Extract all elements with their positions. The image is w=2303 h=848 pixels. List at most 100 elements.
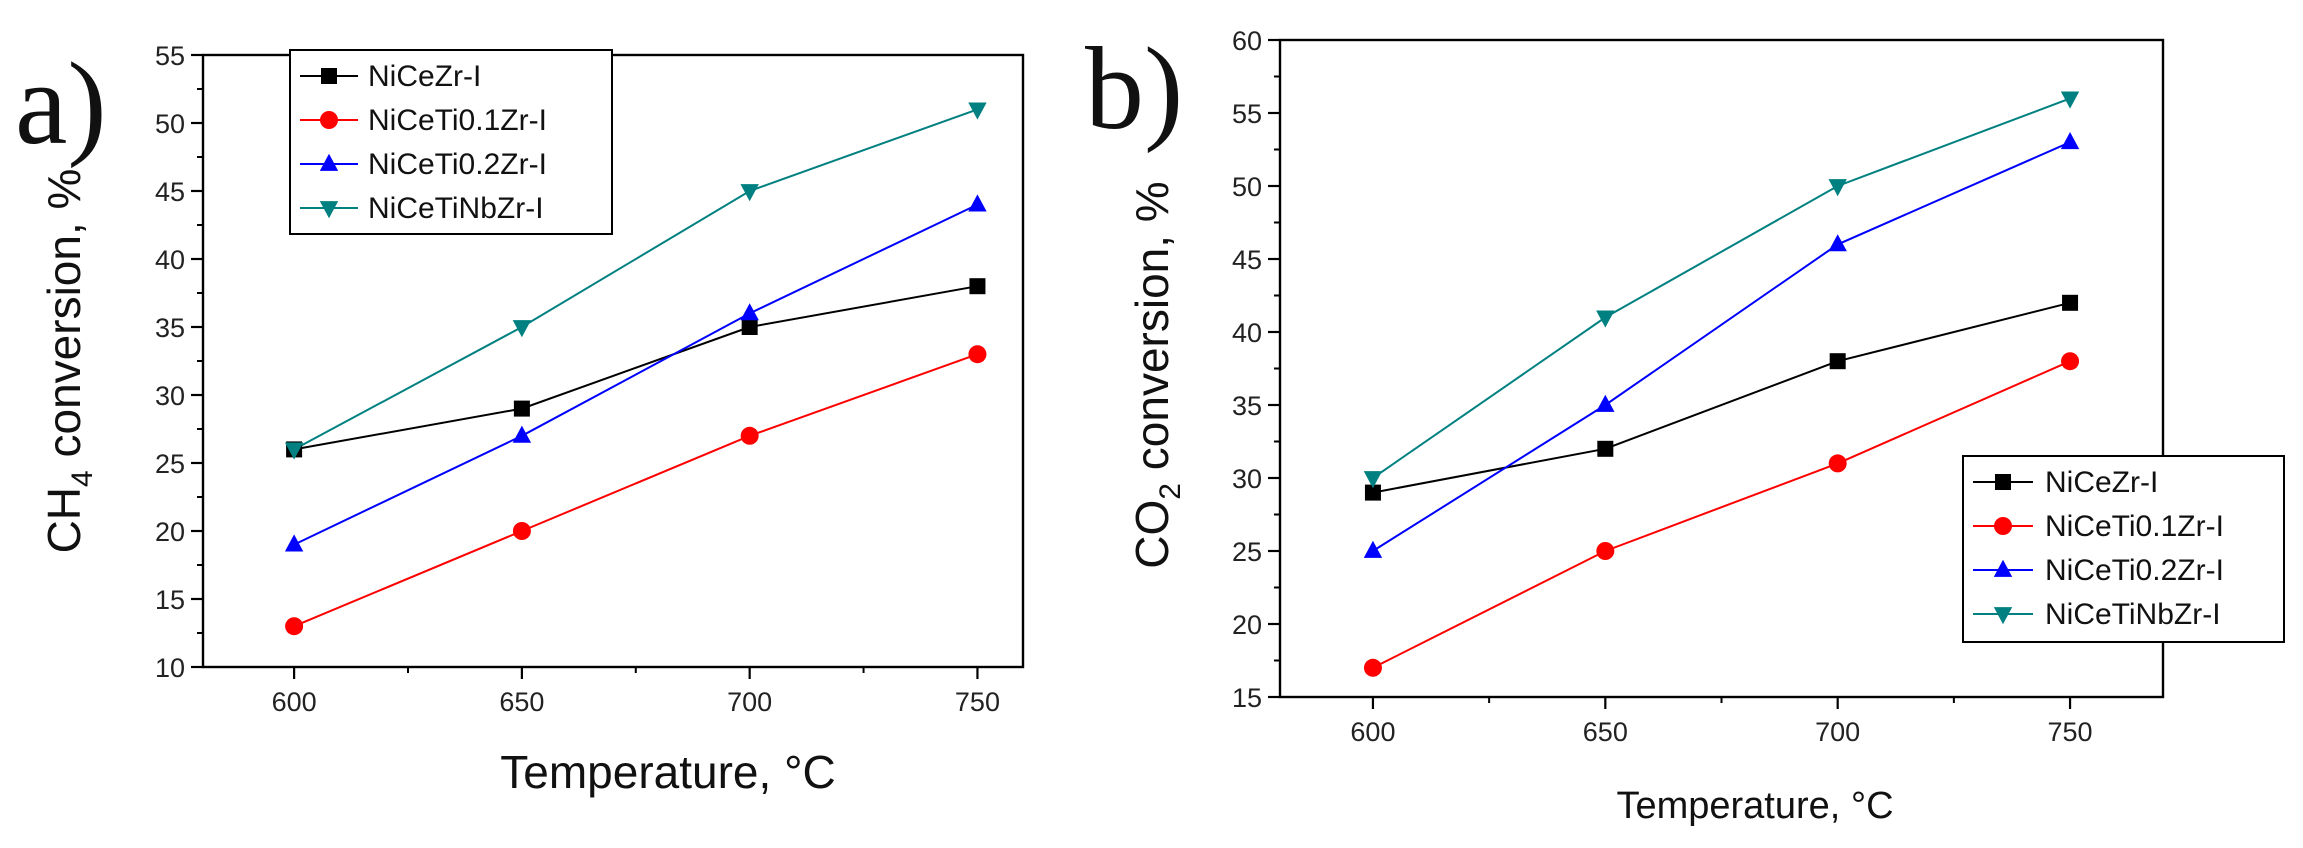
y-tick-label: 40 <box>155 245 185 275</box>
data-point-a-0-1 <box>513 400 530 417</box>
y-tick-label: 60 <box>1232 26 1262 56</box>
y-axis-title-main-a: CH <box>38 487 90 553</box>
data-point-b-2-1 <box>1596 394 1615 412</box>
data-point-b-3-1 <box>1596 310 1615 328</box>
legend-items-b: NiCeZr-I NiCeTi0.1Zr-I NiCeTi0.2Zr-I NiCeTi… <box>1973 466 2224 631</box>
y-tick-label: 45 <box>155 177 185 207</box>
legend-b: NiCeZr-I NiCeTi0.1Zr-I NiCeTi0.2Zr-I NiCeTi… <box>1962 455 2285 643</box>
series-line-b-3 <box>1372 97 2071 479</box>
legend-marker <box>320 111 338 129</box>
y-tick-label: 20 <box>155 517 185 547</box>
y-tick-label: 10 <box>155 653 185 683</box>
y-axis-title-rest-b: conversion, % <box>1126 181 1178 483</box>
markers-b <box>1363 91 2080 677</box>
y-axis-title-rest-a: conversion, % <box>38 169 90 471</box>
legend-a: NiCeZr-I NiCeTi0.1Zr-I NiCeTi0.2Zr-I NiCeTi… <box>289 49 613 235</box>
y-tick-label: 55 <box>155 41 185 71</box>
legend-items-a: NiCeZr-I NiCeTi0.1Zr-I NiCeTi0.2Zr-I NiCeTi… <box>300 60 547 225</box>
data-point-b-1-1 <box>1596 542 1615 560</box>
y-axis-title-main-b: CO <box>1126 500 1178 569</box>
y-tick-label: 15 <box>155 585 185 615</box>
y-tick-label: 50 <box>155 109 185 139</box>
data-point-b-3-0 <box>1363 471 1383 489</box>
y-tick-label: 25 <box>1232 537 1262 567</box>
legend-marker <box>1995 474 2011 490</box>
x-tick-label: 750 <box>955 687 1000 717</box>
legend-marker <box>1993 559 2013 577</box>
series-lines-b <box>1372 97 2071 669</box>
series-line-a-0 <box>293 285 978 451</box>
series-line-a-2 <box>293 203 978 546</box>
x-tick-label: 650 <box>499 687 544 717</box>
y-tick-label: 35 <box>155 313 185 343</box>
data-point-a-2-3 <box>968 194 987 212</box>
data-point-b-0-0 <box>1364 484 1381 501</box>
y-axis-title-b: CO2 conversion, % <box>1126 181 1187 568</box>
y-tick-label: 15 <box>1232 683 1262 713</box>
data-point-b-2-0 <box>1363 540 1383 558</box>
markers-a <box>284 102 987 636</box>
legend-label: NiCeTi0.1Zr-I <box>368 104 547 137</box>
legend-label: NiCeTiNbZr-I <box>368 192 544 225</box>
legend-marker <box>321 68 337 84</box>
data-point-a-1-1 <box>512 522 531 540</box>
data-point-b-0-2 <box>1829 353 1846 370</box>
legend-box-a <box>289 49 613 235</box>
data-point-a-2-1 <box>512 425 532 443</box>
x-tick-label: 700 <box>1815 717 1860 747</box>
y-axis-title-subscript-b: 2 <box>1154 483 1187 500</box>
legend-label: NiCeTi0.2Zr-I <box>2045 554 2224 587</box>
series-line-a-3 <box>293 108 978 451</box>
y-tick-label: 25 <box>155 449 185 479</box>
data-point-a-0-3 <box>969 278 986 295</box>
series-line-a-1 <box>293 353 978 628</box>
data-point-b-1-0 <box>1363 658 1382 677</box>
y-tick-label: 50 <box>1232 172 1262 202</box>
data-point-a-3-1 <box>512 320 532 338</box>
legend-label: NiCeTi0.2Zr-I <box>368 148 547 181</box>
x-tick-label: 600 <box>272 687 317 717</box>
data-point-a-0-2 <box>741 319 758 335</box>
data-point-a-2-2 <box>740 303 759 321</box>
x-axis-title-b: Temperature, °C <box>1616 785 1893 827</box>
chart-panel-b: b) 600 650 700 750 15 20 25 30 35 40 45 50 55 60 Temp… <box>1085 23 2285 827</box>
chart-panel-a: a) 600 650 700 750 10 15 20 25 30 35 40 45 50 55 Temp… <box>15 38 1025 798</box>
data-point-b-0-3 <box>2062 294 2079 311</box>
data-point-a-1-3 <box>968 345 987 364</box>
y-tick-label: 55 <box>1232 99 1262 129</box>
data-point-a-2-0 <box>284 534 304 552</box>
data-point-a-1-2 <box>740 426 759 445</box>
x-tick-label: 650 <box>1583 717 1628 747</box>
legend-label: NiCeZr-I <box>2045 466 2158 499</box>
data-point-b-1-3 <box>2061 352 2080 371</box>
series-line-b-2 <box>1372 141 2071 552</box>
data-point-a-1-0 <box>285 617 304 636</box>
series-line-b-0 <box>1372 301 2071 494</box>
y-tick-label: 20 <box>1232 610 1262 640</box>
x-tick-label: 700 <box>727 687 772 717</box>
ticks-a: 600 650 700 750 10 15 20 25 30 35 40 45 50 55 <box>155 41 1000 717</box>
x-axis-title-a: Temperature, °C <box>500 746 835 798</box>
legend-box-b <box>1962 455 2285 643</box>
series-lines-a <box>293 108 978 628</box>
legend-marker <box>319 201 339 219</box>
legend-marker <box>319 153 339 171</box>
y-tick-label: 35 <box>1232 391 1262 421</box>
y-axis-title-subscript-a: 4 <box>66 470 99 487</box>
series-line-b-1 <box>1372 360 2071 669</box>
data-point-b-3-3 <box>2060 91 2080 109</box>
x-tick-label: 600 <box>1350 717 1395 747</box>
legend-label: NiCeTiNbZr-I <box>2045 598 2221 631</box>
data-point-a-3-3 <box>968 102 987 120</box>
y-tick-label: 30 <box>155 381 185 411</box>
ticks-b: 600 650 700 750 15 20 25 30 35 40 45 50 55 60 <box>1232 26 2093 747</box>
data-point-a-3-2 <box>740 184 759 202</box>
data-point-b-2-3 <box>2060 132 2080 150</box>
data-point-b-3-2 <box>1828 179 1847 197</box>
x-tick-label: 750 <box>2048 717 2093 747</box>
y-tick-label: 40 <box>1232 318 1262 348</box>
legend-marker <box>1994 517 2012 535</box>
data-point-b-0-1 <box>1597 440 1614 457</box>
y-axis-title-a: CH4 conversion, % <box>38 169 99 554</box>
